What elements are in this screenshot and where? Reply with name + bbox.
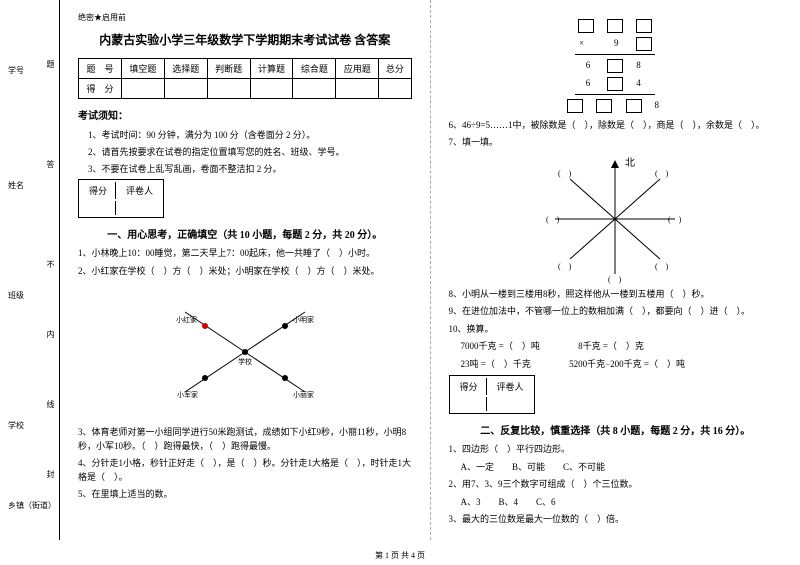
q10b: 8千克 =（ ）克: [578, 341, 644, 351]
notice-item: 3、不要在试卷上乱写乱画，卷面不整洁扣 2 分。: [88, 162, 412, 175]
th: 题 号: [79, 59, 122, 79]
s2q1-opts: A、一定 B、可能 C、不可能: [461, 461, 783, 475]
q3: 3、体育老师对第一小组同学进行50米跑测试，成绩如下小红9秒，小丽11秒，小明8…: [78, 426, 412, 453]
notice-heading: 考试须知：: [78, 107, 412, 122]
q10d: 5200千克−200千克 =（ ）吨: [569, 359, 685, 369]
td[interactable]: [379, 79, 411, 99]
s2q2: 2、用7、3、9三个数字可组成（ ）个三位数。: [449, 478, 783, 492]
svg-text:( ): ( ): [668, 215, 682, 224]
svg-text:( ): ( ): [608, 275, 622, 284]
score-table: 题 号 填空题 选择题 判断题 计算题 综合题 应用题 总分 得 分: [78, 58, 412, 99]
s2q2-opts: A、3 B、4 C、6: [461, 496, 783, 510]
s2q1: 1、四边形（ ）平行四边形。: [449, 443, 783, 457]
score-label: 得分: [452, 378, 487, 395]
th: 综合题: [293, 59, 336, 79]
svg-text:( ): ( ): [558, 169, 572, 178]
td[interactable]: [250, 79, 293, 99]
svg-text:北: 北: [625, 157, 635, 169]
q6: 6、46÷9=5……1中，被除数是（ ），除数是（ ），商是（ ），余数是（ ）…: [449, 119, 783, 133]
bind-dash: 内: [45, 330, 56, 338]
section1-title: 一、用心思考，正确填空（共 10 小题，每题 2 分，共 20 分）。: [78, 226, 412, 241]
right-column: × 9 6 8 6 4 8 6、46÷9=5……1中，被除数是（ ），除数是（ …: [431, 0, 800, 540]
bind-label: 班级: [8, 290, 24, 301]
q10h: 10、换算。: [449, 323, 783, 337]
bind-label: 姓名: [8, 180, 24, 191]
bind-dash: 题: [45, 60, 56, 68]
marker-label: 评卷人: [118, 182, 161, 199]
svg-text:( ): ( ): [655, 169, 669, 178]
td[interactable]: [207, 79, 250, 99]
compass-diagram: 北 ( ) ( ) ( ) ( ) ( ) ( ) ( ): [540, 154, 690, 284]
th: 总分: [379, 59, 411, 79]
notice-item: 1、考试时间：90 分钟，满分为 100 分（含卷面分 2 分）。: [88, 128, 412, 141]
marker-label: 评卷人: [489, 378, 532, 395]
q8: 8、小明从一楼到三楼用8秒，照这样他从一楼到五楼用（ ）秒。: [449, 288, 783, 302]
section2-title: 二、反复比较，慎重选择（共 8 小题，每题 2 分，共 16 分）。: [449, 422, 783, 437]
q4: 4、分针走1小格，秒针正好走（ ），是（ ）秒。分针走1大格是（ ），时针走1大…: [78, 457, 412, 484]
th: 选择题: [164, 59, 207, 79]
q2: 2、小红家在学校（ ）方（ ）米处；小明家在学校（ ）方（ ）米处。: [78, 265, 412, 279]
q7: 7、填一填。: [449, 136, 783, 150]
bind-dash: 线: [45, 400, 56, 408]
paper-title: 内蒙古实验小学三年级数学下学期期末考试试卷 含答案: [78, 31, 412, 48]
svg-text:小丽家: 小丽家: [293, 390, 314, 399]
bind-dash: 答: [45, 160, 56, 168]
svg-text:小红家: 小红家: [176, 315, 197, 324]
bind-dash: 封: [45, 470, 56, 478]
q10a: 7000千克 =（ ）吨: [461, 341, 540, 351]
svg-text:小军家: 小军家: [177, 390, 198, 399]
bind-label: 学校: [8, 420, 24, 431]
th: 应用题: [336, 59, 379, 79]
svg-text:小明家: 小明家: [293, 315, 314, 324]
binding-margin: 乡镇（街道） 学校 班级 姓名 学号 封 线 内 不 答 题: [0, 0, 60, 540]
td[interactable]: [293, 79, 336, 99]
svg-text:( ): ( ): [655, 262, 669, 271]
th: 计算题: [250, 59, 293, 79]
td[interactable]: [336, 79, 379, 99]
q1: 1、小林晚上10：00睡觉，第二天早上7：00起床，他一共睡了（ ）小时。: [78, 247, 412, 261]
svg-text:学校: 学校: [238, 357, 252, 366]
td[interactable]: [164, 79, 207, 99]
score-label: 得分: [81, 182, 116, 199]
page-footer: 第 1 页 共 4 页: [0, 550, 800, 561]
svg-text:( ): ( ): [546, 215, 560, 224]
q10c: 23吨 =（ ）千克: [461, 359, 531, 369]
left-column: 绝密★启用前 内蒙古实验小学三年级数学下学期期末考试试卷 含答案 题 号 填空题…: [60, 0, 431, 540]
confidential-mark: 绝密★启用前: [78, 12, 412, 23]
bind-dash: 不: [45, 260, 56, 268]
td[interactable]: [121, 79, 164, 99]
direction-diagram: 学校 小红家 小明家 小军家 小丽家: [155, 282, 335, 422]
bind-label: 学号: [8, 65, 24, 76]
bind-label: 乡镇（街道）: [8, 500, 56, 511]
section-score-box: 得分 评卷人: [449, 375, 535, 414]
notice-item: 2、请首先按要求在试卷的指定位置填写您的姓名、班级、学号。: [88, 145, 412, 158]
q9: 9、在进位加法中，不管哪一位上的数相加满（ ），都要向（ ）进（ ）。: [449, 305, 783, 319]
q5: 5、在里填上适当的数。: [78, 488, 412, 502]
th: 填空题: [121, 59, 164, 79]
svg-text:( ): ( ): [558, 262, 572, 271]
multiplication-problem: × 9 6 8 6 4 8: [449, 18, 783, 113]
th: 判断题: [207, 59, 250, 79]
section-score-box: 得分 评卷人: [78, 179, 164, 218]
td: 得 分: [79, 79, 122, 99]
s2q3: 3、最大的三位数是最大一位数的（ ）倍。: [449, 513, 783, 527]
